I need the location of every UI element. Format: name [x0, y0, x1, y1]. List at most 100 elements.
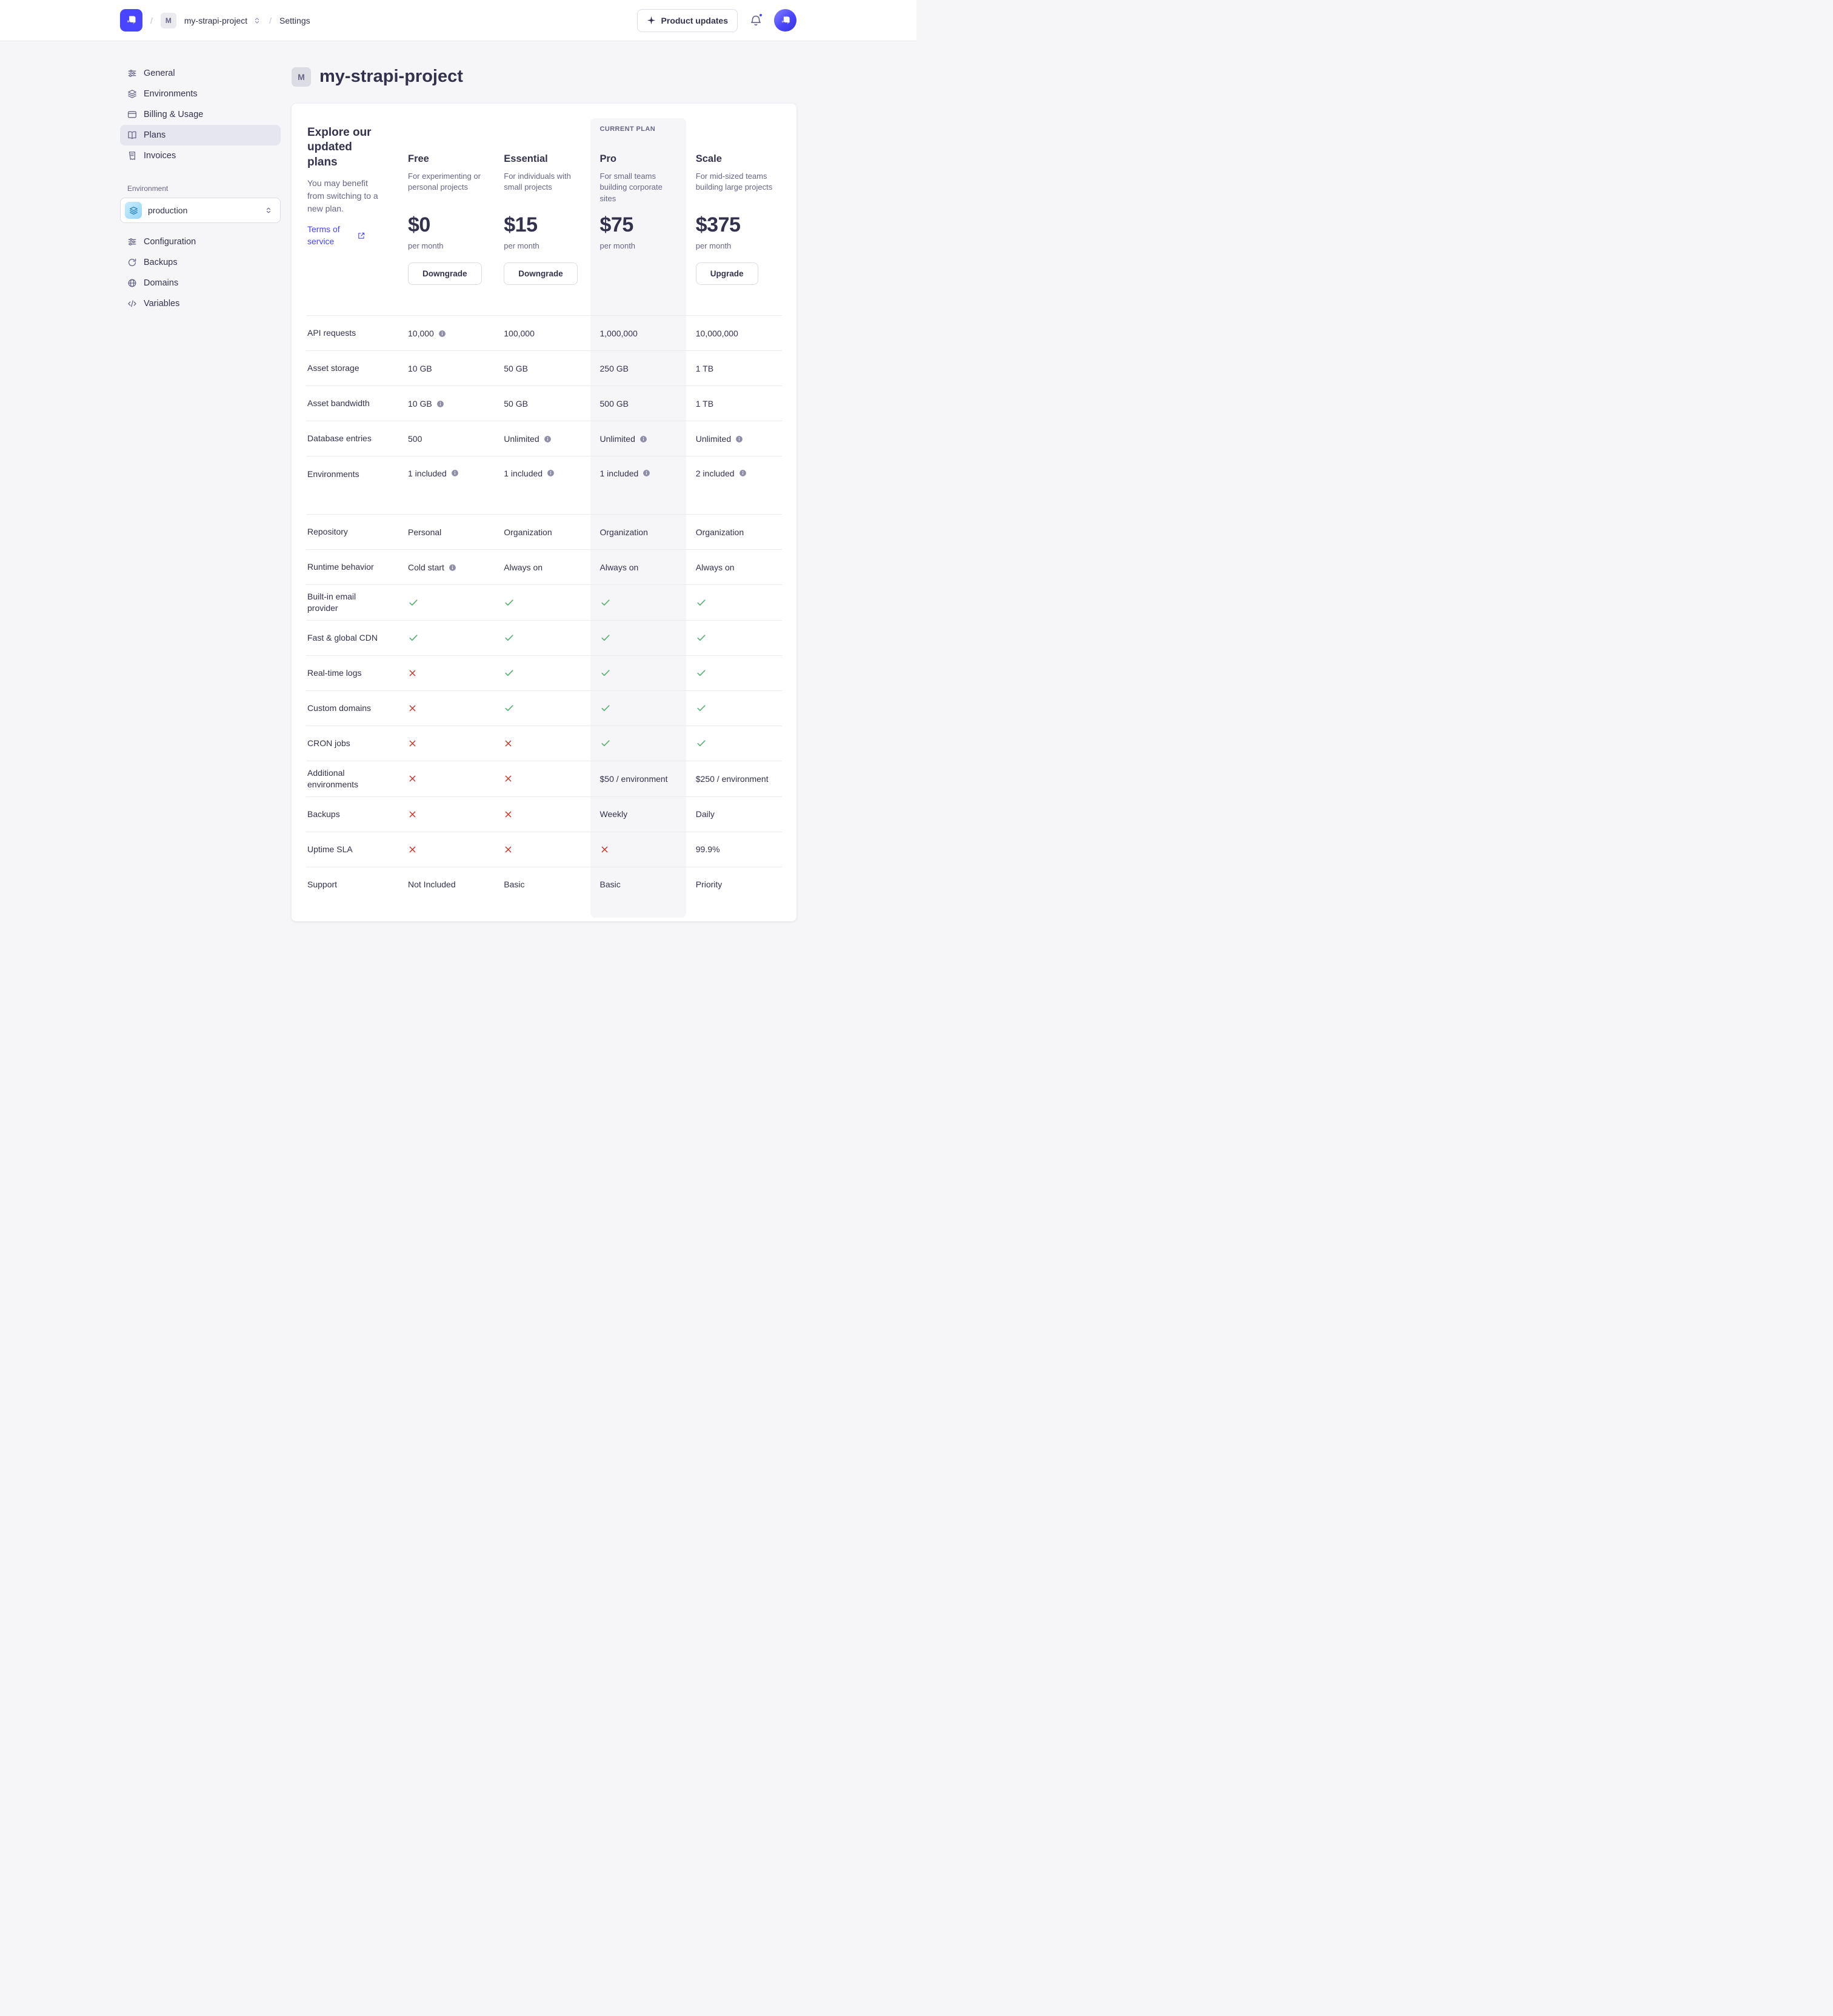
check-icon: [696, 738, 707, 749]
feature-value-text: 1 included: [504, 469, 543, 478]
feature-value-text: Always on: [695, 562, 735, 572]
info-icon[interactable]: [639, 435, 647, 443]
feature-label-text: Database entries: [307, 433, 372, 444]
feature-value: Organization: [494, 514, 590, 549]
plans-grid: Explore our updated plans You may benefi…: [306, 118, 782, 918]
info-icon[interactable]: [449, 564, 456, 572]
sidebar-item-environments[interactable]: Environments: [120, 84, 281, 104]
feature-value-text: Always on: [504, 562, 543, 572]
plan-column-scale: Scale For mid-sized teams building large …: [686, 118, 782, 315]
info-icon[interactable]: [739, 469, 747, 477]
feature-value: [590, 619, 686, 655]
feature-value-text: 10 GB: [408, 398, 432, 409]
feature-value-text: 10,000,000: [695, 328, 738, 338]
sidebar-environment-nav: Configuration Backups Domains Variables: [120, 232, 281, 314]
environment-select-value: production: [148, 205, 188, 215]
environment-select[interactable]: production: [120, 198, 281, 223]
feature-label-cron-jobs: CRON jobs: [306, 725, 398, 761]
notifications-button[interactable]: [750, 12, 763, 27]
feature-value: Organization: [590, 514, 686, 549]
feature-value: [398, 584, 495, 620]
feature-label-built-in-email-provider: Built-in email provider: [306, 584, 398, 620]
feature-label-repository: Repository: [306, 514, 398, 549]
info-icon[interactable]: [438, 330, 446, 338]
feature-label-text: Fast & global CDN: [307, 632, 378, 643]
feature-value: 500 GB: [590, 386, 686, 421]
feature-value: [686, 619, 782, 655]
feature-label-support: Support: [306, 866, 398, 902]
sliders-icon: [127, 68, 137, 78]
plan-name: Scale: [695, 153, 722, 164]
cross-icon: [408, 739, 417, 748]
feature-value-text: Personal: [408, 527, 442, 537]
notification-dot: [758, 12, 763, 18]
plans-icon: [127, 130, 137, 140]
breadcrumb-settings: Settings: [279, 15, 310, 25]
feature-value-text: 250 GB: [599, 363, 629, 373]
info-icon[interactable]: [735, 435, 743, 443]
top-bar: / M my-strapi-project / Settings Product…: [0, 0, 916, 41]
strapi-mark-icon: [125, 14, 138, 27]
feature-value-text: Basic: [599, 879, 621, 890]
external-link-icon: [357, 232, 366, 240]
sidebar-item-general[interactable]: General: [120, 63, 281, 84]
refresh-icon: [127, 258, 137, 267]
feature-value: [398, 725, 495, 761]
plans-intro-heading: Explore our updated plans: [307, 126, 372, 169]
downgrade-button-free[interactable]: Downgrade: [408, 262, 482, 285]
sidebar-item-label: Backups: [144, 258, 178, 267]
globe-icon: [127, 278, 137, 288]
downgrade-button-essential[interactable]: Downgrade: [504, 262, 578, 285]
plan-period: per month: [695, 241, 732, 250]
feature-label-text: Runtime behavior: [307, 562, 374, 572]
feature-value-text: Daily: [695, 809, 715, 819]
feature-value-text: 50 GB: [504, 398, 528, 409]
info-icon[interactable]: [544, 435, 552, 443]
plan-price: $75: [599, 213, 634, 236]
feature-value: [398, 619, 495, 655]
invoices-icon: [127, 151, 137, 161]
feature-value-text: 500 GB: [599, 398, 629, 409]
feature-value: [494, 584, 590, 620]
sidebar-item-invoices[interactable]: Invoices: [120, 145, 281, 166]
sidebar-item-variables[interactable]: Variables: [120, 293, 281, 314]
sidebar-item-backups[interactable]: Backups: [120, 252, 281, 273]
feature-value: Always on: [686, 549, 782, 584]
code-icon: [127, 299, 137, 309]
plan-description: For small teams building corporate sites: [599, 172, 663, 203]
feature-value: Daily: [686, 796, 782, 832]
user-avatar[interactable]: [774, 9, 796, 32]
breadcrumb-project-switcher[interactable]: my-strapi-project: [184, 16, 261, 25]
sidebar-item-billing-usage[interactable]: Billing & Usage: [120, 104, 281, 125]
check-icon: [600, 703, 611, 713]
breadcrumb-project-name: my-strapi-project: [184, 15, 248, 25]
feature-value-text: Not Included: [408, 879, 456, 890]
feature-value: Always on: [494, 549, 590, 584]
plan-period: per month: [408, 241, 444, 250]
product-updates-button[interactable]: Product updates: [636, 8, 738, 32]
layers-icon: [127, 89, 137, 99]
sidebar-item-label: Environments: [144, 89, 198, 99]
info-icon[interactable]: [436, 400, 444, 408]
feature-value-text: 99.9%: [695, 844, 720, 855]
feature-value-text: Cold start: [408, 562, 444, 572]
sidebar-item-domains[interactable]: Domains: [120, 273, 281, 293]
feature-label-asset-storage: Asset storage: [306, 350, 398, 386]
feature-value-text: 1,000,000: [599, 328, 638, 338]
upgrade-button-scale[interactable]: Upgrade: [695, 262, 758, 285]
feature-value-text: Basic: [504, 879, 525, 890]
feature-value-text: Weekly: [599, 809, 628, 819]
strapi-logo[interactable]: [120, 9, 142, 32]
feature-value: Basic: [590, 866, 686, 902]
cross-icon: [408, 810, 417, 819]
terms-of-service-link[interactable]: Terms of service: [307, 224, 382, 247]
check-icon: [696, 632, 707, 643]
info-icon[interactable]: [547, 469, 555, 477]
info-icon[interactable]: [451, 469, 459, 477]
sidebar-item-configuration[interactable]: Configuration: [120, 232, 281, 252]
info-icon[interactable]: [643, 469, 650, 477]
feature-value: 99.9%: [686, 831, 782, 867]
feature-value: 1 included: [590, 456, 686, 514]
sidebar-item-plans[interactable]: Plans: [120, 125, 281, 145]
sidebar-item-label: General: [144, 68, 175, 78]
